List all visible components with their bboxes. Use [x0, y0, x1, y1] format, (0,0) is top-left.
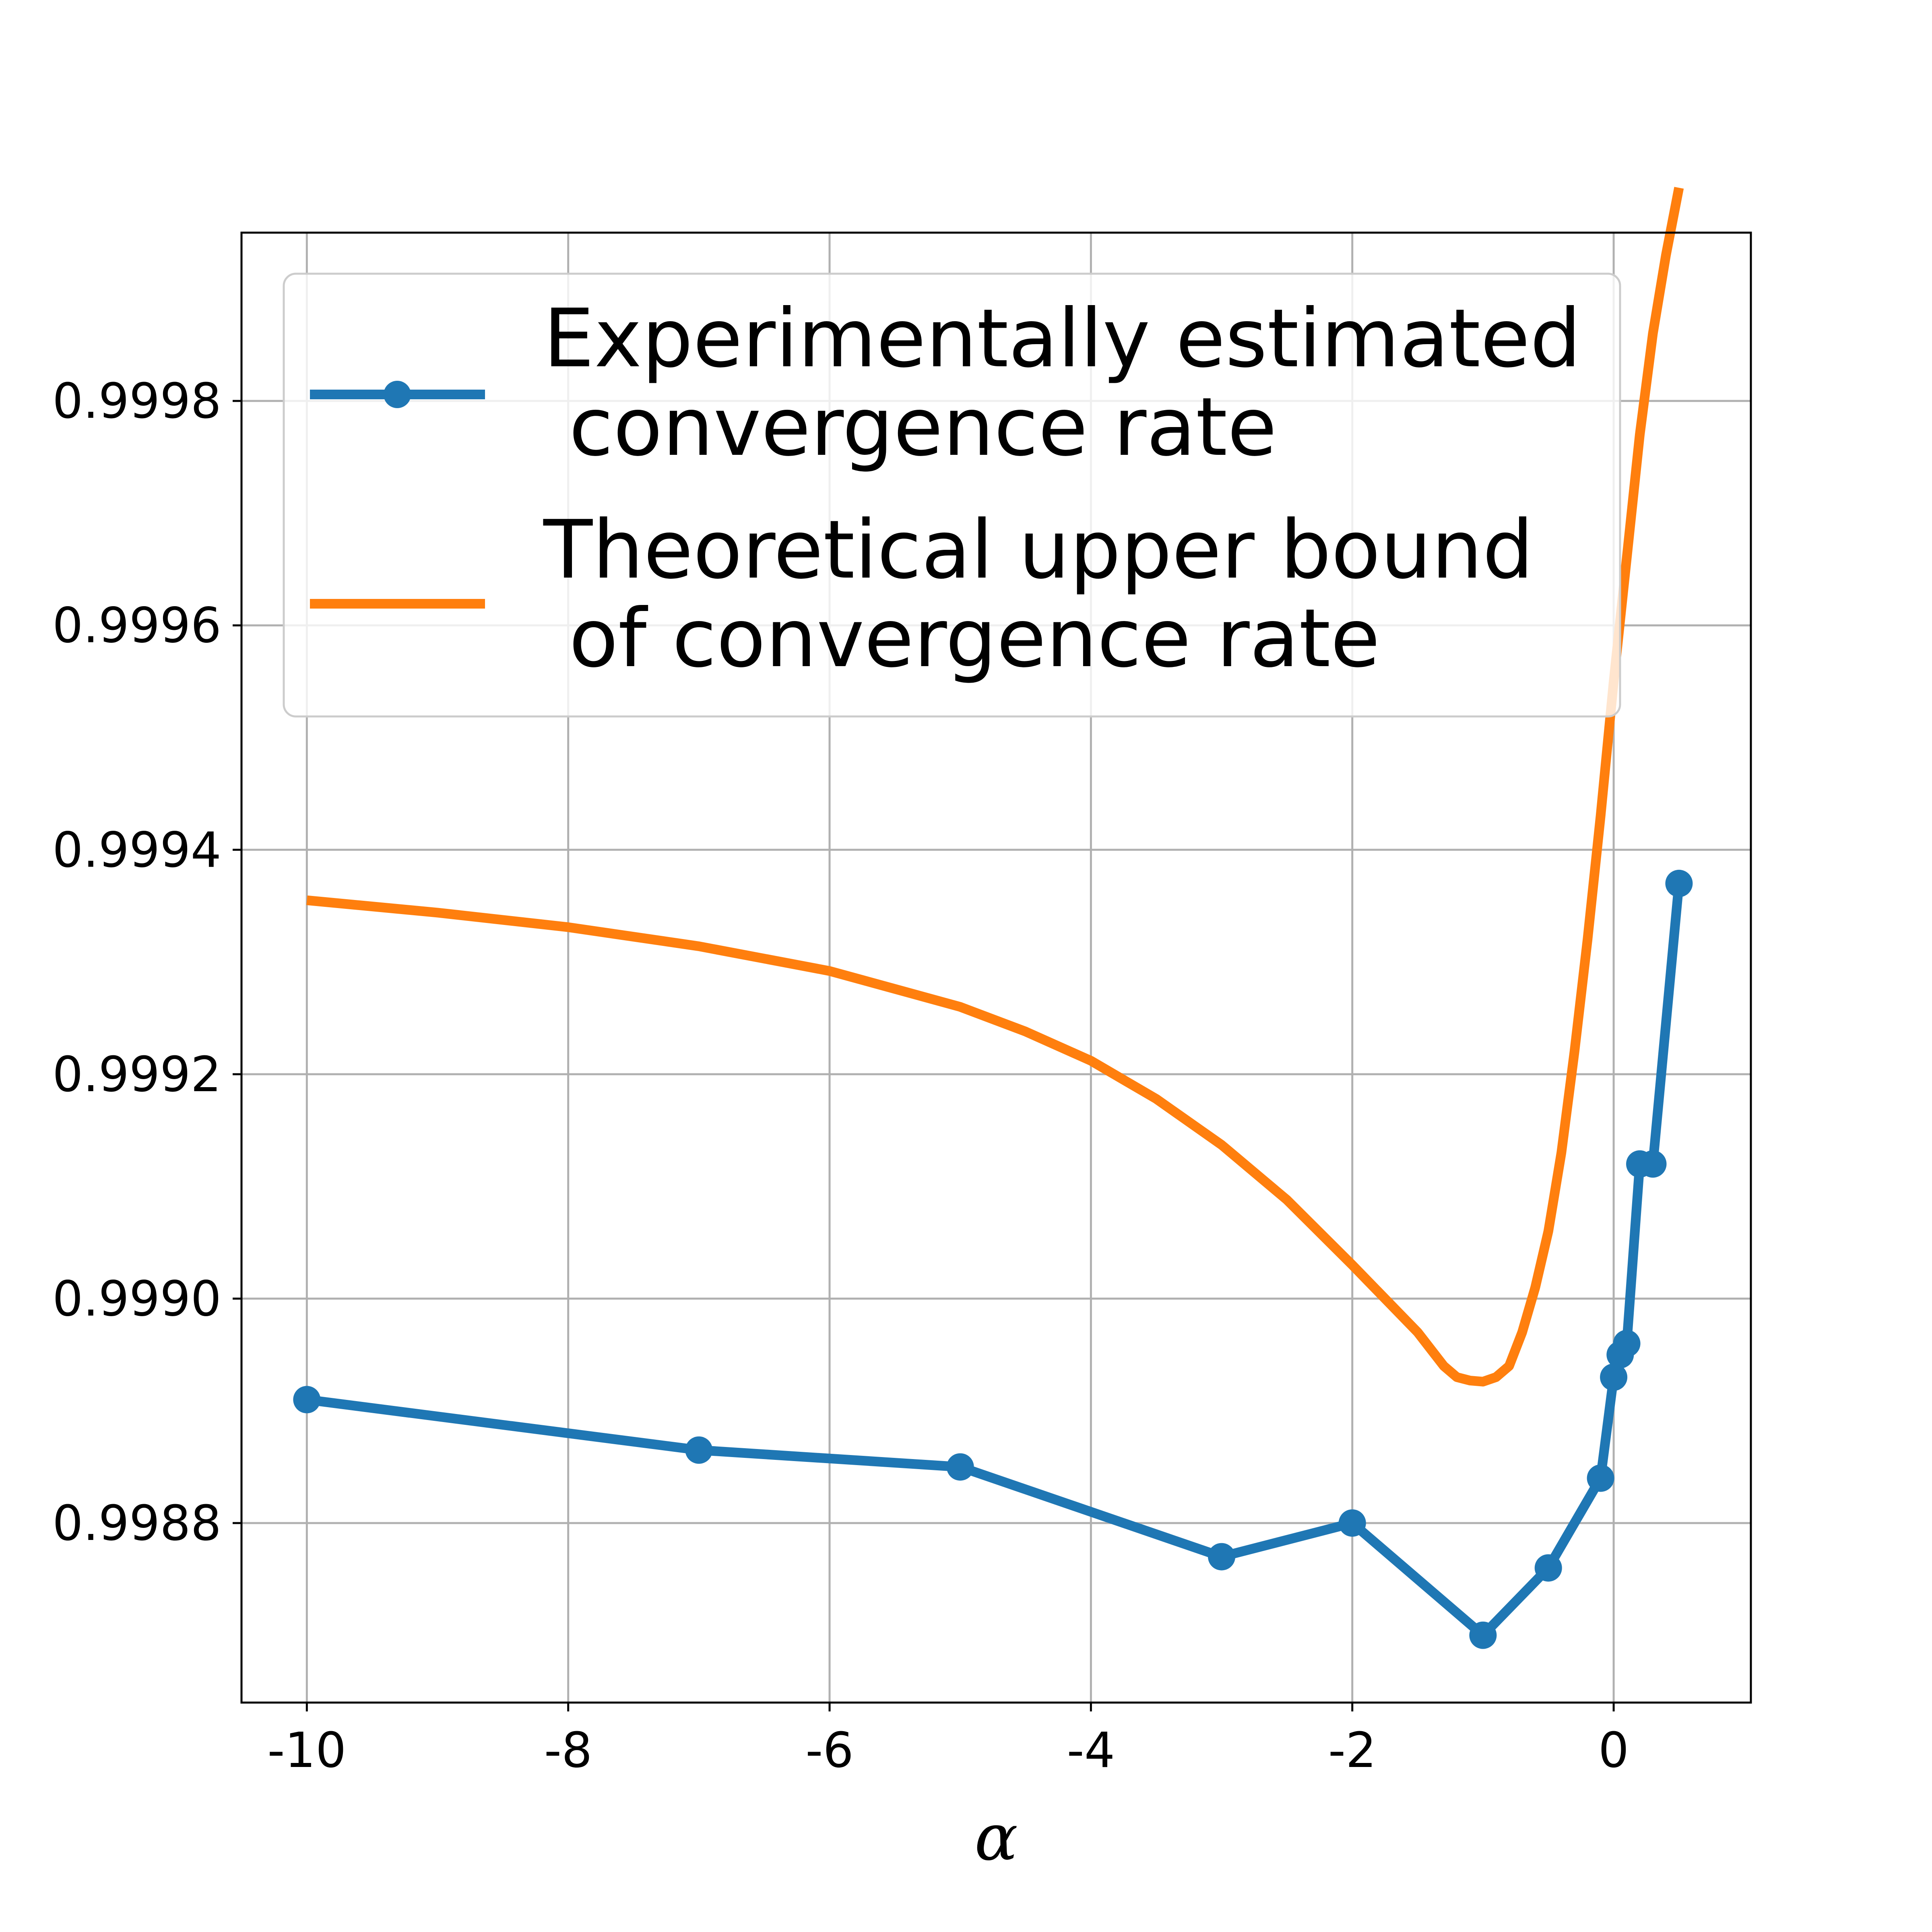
x-tick-label: 0 — [1598, 1723, 1629, 1779]
legend-label-experimental-line2: convergence rate — [543, 380, 1277, 474]
legend-label-experimental-line1: Experimentally estimated — [543, 292, 1581, 386]
plot-frame — [240, 231, 1752, 1704]
legend-label-theoretical-line1: Theoretical upper bound — [543, 503, 1534, 597]
data-point-experimental — [1587, 1464, 1614, 1492]
y-tick-label: 0.9988 — [52, 1496, 221, 1552]
data-point-experimental — [1600, 1363, 1628, 1391]
x-tick-label: -4 — [1067, 1723, 1115, 1779]
legend-frame — [283, 272, 1621, 718]
x-tick-label: -8 — [544, 1723, 592, 1779]
data-point-experimental — [1469, 1621, 1497, 1649]
legend: Experimentally estimated convergence rat… — [283, 272, 1621, 718]
data-point-experimental — [1639, 1150, 1667, 1178]
y-tick-label: 0.9992 — [52, 1047, 221, 1103]
data-point-experimental — [1613, 1329, 1641, 1357]
y-tick-label: 0.9994 — [52, 822, 221, 878]
y-tick-label: 0.9996 — [52, 598, 221, 654]
data-point-experimental — [1338, 1509, 1366, 1537]
series-line-experimental — [306, 883, 1684, 1640]
axis-ticks: -10 -8 -6 -4 -2 0 0.9988 0.9990 0.9992 0.9994 0.99… — [52, 374, 1629, 1779]
series-layer — [293, 187, 1693, 1649]
data-point-experimental — [1534, 1554, 1562, 1582]
legend-label-theoretical-line2: of convergence rate — [543, 592, 1380, 685]
x-tick-label: -2 — [1328, 1723, 1377, 1779]
x-axis-label: α — [974, 1800, 1018, 1875]
data-point-experimental — [1665, 869, 1693, 897]
data-point-experimental — [1208, 1543, 1236, 1571]
y-tick-label: 0.9998 — [52, 374, 221, 429]
data-point-experimental — [946, 1453, 974, 1481]
data-point-experimental — [293, 1386, 321, 1414]
y-tick-label: 0.9990 — [52, 1271, 221, 1327]
data-point-experimental — [685, 1436, 713, 1464]
legend-marker-experimental — [384, 381, 411, 408]
x-tick-label: -6 — [805, 1723, 854, 1779]
x-tick-label: -10 — [267, 1723, 346, 1779]
series-line-theoretical — [306, 187, 1684, 1387]
